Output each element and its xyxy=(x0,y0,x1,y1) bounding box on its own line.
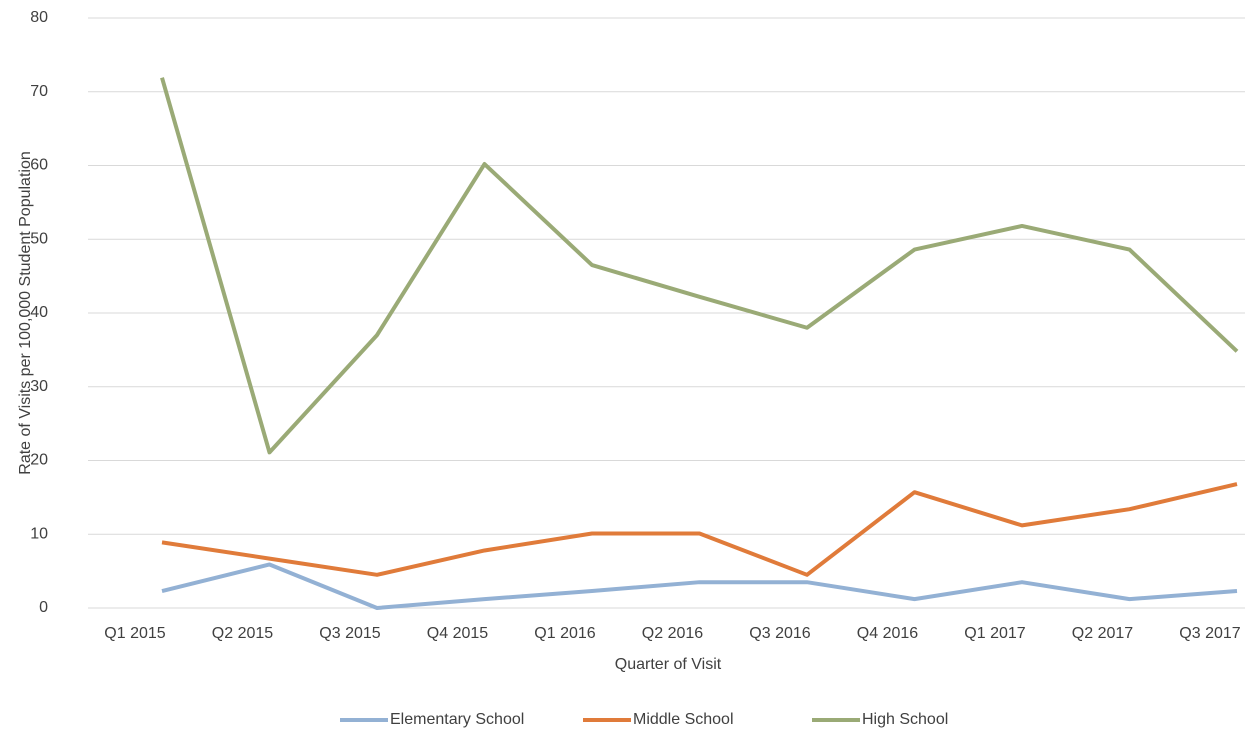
series-line xyxy=(160,77,1239,455)
x-tick-label: Q2 2017 xyxy=(1072,625,1133,642)
x-tick-label: Q1 2016 xyxy=(534,625,595,642)
y-axis-title: Rate of Visits per 100,000 Student Popul… xyxy=(17,151,34,474)
series-line xyxy=(161,482,1238,577)
x-tick-label: Q4 2016 xyxy=(857,625,918,642)
legend-label: High School xyxy=(862,711,948,728)
y-tick-label: 60 xyxy=(30,157,48,174)
y-tick-label: 30 xyxy=(30,378,48,395)
x-tick-label: Q3 2016 xyxy=(749,625,810,642)
x-tick-label: Q3 2015 xyxy=(319,625,380,642)
y-tick-label: 50 xyxy=(30,230,48,247)
x-tick-label: Q4 2015 xyxy=(427,625,488,642)
x-tick-label: Q1 2015 xyxy=(104,625,165,642)
series-line xyxy=(161,562,1238,610)
y-tick-label: 20 xyxy=(30,452,48,469)
y-tick-label: 70 xyxy=(30,83,48,100)
x-tick-label: Q3 2017 xyxy=(1179,625,1240,642)
y-tick-label: 80 xyxy=(30,9,48,26)
x-tick-label: Q1 2017 xyxy=(964,625,1025,642)
legend-label: Middle School xyxy=(633,711,734,728)
x-tick-label: Q2 2016 xyxy=(642,625,703,642)
y-tick-label: 40 xyxy=(30,304,48,321)
x-axis-title: Quarter of Visit xyxy=(615,656,722,673)
y-tick-label: 0 xyxy=(39,599,48,616)
legend-label: Elementary School xyxy=(390,711,524,728)
x-tick-label: Q2 2015 xyxy=(212,625,273,642)
y-tick-label: 10 xyxy=(30,525,48,542)
